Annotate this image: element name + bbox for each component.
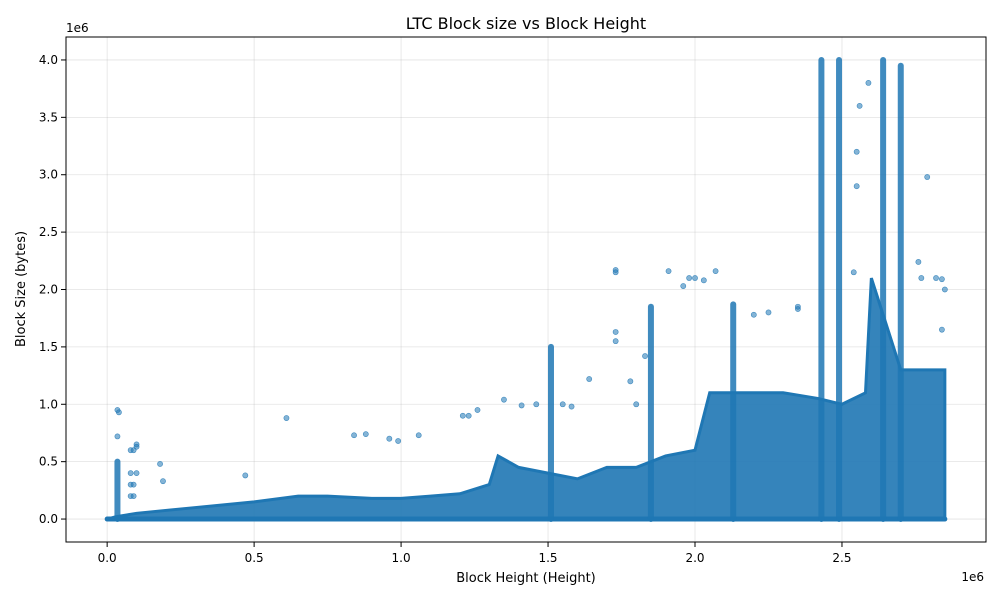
- data-point: [362, 431, 369, 438]
- y-tick-label: 4.0: [39, 53, 58, 67]
- data-point: [559, 401, 566, 408]
- data-point: [642, 353, 648, 359]
- y-tick-label: 3.5: [39, 110, 58, 124]
- data-point: [692, 275, 698, 281]
- data-point: [686, 275, 693, 281]
- data-point: [612, 338, 619, 345]
- data-point: [586, 376, 593, 382]
- data-point: [386, 435, 393, 442]
- data-point: [465, 412, 472, 419]
- data-point: [459, 412, 466, 419]
- data-point: [865, 80, 872, 86]
- x-axis-label: Block Height (Height): [456, 571, 596, 586]
- data-point: [700, 277, 707, 284]
- data-point: [518, 402, 525, 409]
- y-axis-label: Block Size (bytes): [14, 231, 29, 347]
- data-point: [750, 311, 757, 318]
- data-point: [939, 276, 945, 283]
- data-point: [415, 432, 422, 439]
- data-point: [160, 478, 166, 485]
- data-point: [856, 102, 863, 109]
- data-point: [130, 481, 137, 488]
- y-offset-text: 1e6: [66, 21, 89, 35]
- data-point: [941, 286, 948, 293]
- data-point: [130, 447, 137, 454]
- data-point: [665, 268, 672, 275]
- x-tick-label: 0.0: [98, 551, 117, 565]
- y-axis-ticks: 0.0 0.5 1.0 1.5 2.0 2.5 3.0 3.5 4.0: [39, 53, 66, 526]
- data-point: [395, 438, 402, 444]
- data-point: [765, 309, 772, 316]
- data-point: [712, 268, 719, 275]
- data-point: [612, 269, 619, 276]
- data-point: [627, 378, 634, 385]
- data-point: [242, 472, 249, 479]
- data-point: [133, 470, 140, 477]
- data-point: [568, 403, 575, 410]
- data-point: [924, 174, 931, 180]
- data-point: [853, 183, 860, 190]
- data-point: [501, 396, 507, 403]
- data-point: [127, 470, 134, 477]
- x-tick-label: 1.5: [538, 551, 557, 565]
- y-tick-label: 1.0: [39, 397, 58, 411]
- chart-title: LTC Block size vs Block Height: [406, 14, 646, 33]
- data-point: [157, 461, 163, 467]
- data-point: [351, 432, 357, 439]
- data-point: [114, 433, 121, 440]
- y-tick-label: 2.0: [39, 283, 58, 297]
- data-point: [850, 269, 857, 276]
- y-tick-label: 2.5: [39, 225, 58, 239]
- data-point: [283, 415, 290, 421]
- data-point: [130, 493, 137, 499]
- data-point: [680, 283, 687, 289]
- x-tick-label: 2.5: [832, 551, 851, 565]
- data-point: [533, 401, 540, 408]
- data-point: [474, 407, 481, 413]
- scatter-points: [114, 80, 948, 499]
- data-point: [633, 401, 640, 408]
- data-point: [612, 329, 619, 335]
- y-tick-label: 0.0: [39, 512, 58, 526]
- data-point: [794, 306, 801, 312]
- data-point: [939, 326, 945, 333]
- x-offset-text: 1e6: [961, 570, 984, 584]
- y-tick-label: 0.5: [39, 455, 58, 469]
- x-tick-label: 1.0: [392, 551, 411, 565]
- y-tick-label: 1.5: [39, 340, 58, 354]
- y-tick-label: 3.0: [39, 168, 58, 182]
- data-point: [853, 148, 860, 155]
- data-point: [918, 275, 925, 281]
- x-tick-label: 0.5: [245, 551, 264, 565]
- data-point: [116, 409, 122, 416]
- x-axis-ticks: 0.0 0.5 1.0 1.5 2.0 2.5: [98, 542, 852, 565]
- density-band: [104, 56, 948, 523]
- data-point: [915, 259, 922, 265]
- x-tick-label: 2.0: [685, 551, 704, 565]
- data-point: [933, 275, 939, 281]
